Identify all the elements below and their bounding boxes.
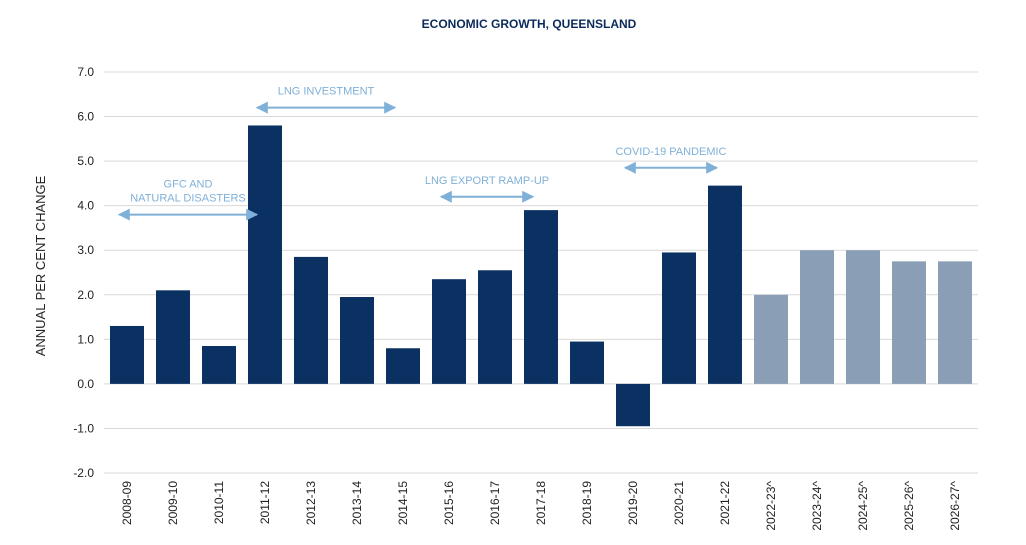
x-tick-label: 2024-25^ <box>856 481 870 531</box>
annotation-label: NATURAL DISASTERS <box>130 193 246 205</box>
bar-2008-09 <box>110 325 144 384</box>
x-tick-label: 2023-24^ <box>810 481 824 531</box>
bar-2009-10 <box>156 290 190 384</box>
x-tick-label: 2009-10 <box>166 481 180 525</box>
annotation-label: COVID-19 PANDEMIC <box>615 146 726 158</box>
y-tick-label: -2.0 <box>73 466 94 480</box>
y-tick-label: 1.0 <box>77 332 94 346</box>
x-tick-label: 2026-27^ <box>948 481 962 531</box>
y-tick-label: 0.0 <box>77 377 94 391</box>
bar-2022-23^ <box>754 294 788 384</box>
bar-2017-18 <box>524 210 558 384</box>
x-tick-label: 2020-21 <box>672 481 686 525</box>
x-tick-label: 2016-17 <box>488 481 502 525</box>
x-tick-label: 2017-18 <box>534 481 548 525</box>
bar-2010-11 <box>202 346 236 384</box>
annotation-label: LNG INVESTMENT <box>278 86 375 98</box>
bar-2023-24^ <box>800 250 834 384</box>
bar-2012-13 <box>294 256 328 384</box>
y-axis-ticks: -2.0 -1.0 0.0 1.0 2.0 3.0 4.0 5.0 6.0 7.0 <box>73 65 94 480</box>
x-tick-label: 2018-19 <box>580 481 594 525</box>
bar-2011-12 <box>248 125 282 384</box>
y-tick-label: -1.0 <box>73 421 94 435</box>
y-tick-label: 7.0 <box>77 65 94 79</box>
bar-2019-20 <box>616 383 650 427</box>
annotations: GFC AND NATURAL DISASTERS LNG INVESTMENT LN… <box>117 86 727 221</box>
y-tick-label: 3.0 <box>77 243 94 257</box>
bar-2014-15 <box>386 348 420 384</box>
y-axis-label: ANNUAL PER CENT CHANGE <box>33 175 48 356</box>
x-tick-label: 2019-20 <box>626 481 640 525</box>
x-tick-label: 2013-14 <box>350 481 364 525</box>
bar-2013-14 <box>340 297 374 384</box>
bar-2015-16 <box>432 279 466 384</box>
x-tick-label: 2022-23^ <box>764 481 778 531</box>
bar-2016-17 <box>478 270 512 384</box>
x-tick-label: 2012-13 <box>304 481 318 525</box>
annotation-label: LNG EXPORT RAMP-UP <box>425 175 549 187</box>
x-tick-label: 2011-12 <box>258 481 272 524</box>
x-tick-label: 2025-26^ <box>902 481 916 531</box>
x-tick-label: 2008-09 <box>120 481 134 525</box>
bar-2021-22 <box>708 185 742 384</box>
x-tick-label: 2021-22 <box>718 481 732 525</box>
bar-2024-25^ <box>846 250 880 384</box>
bars <box>110 125 972 427</box>
x-tick-label: 2010-11 <box>212 481 226 524</box>
bar-2018-19 <box>570 341 604 384</box>
y-tick-label: 2.0 <box>77 288 94 302</box>
y-tick-label: 5.0 <box>77 154 94 168</box>
x-tick-label: 2015-16 <box>442 481 456 525</box>
y-tick-label: 6.0 <box>77 110 94 124</box>
bar-2026-27^ <box>938 261 972 384</box>
x-axis-ticks: 2008-09 2009-10 2010-11 2011-12 2012-13 2013-… <box>120 481 962 531</box>
annotation-label: GFC AND <box>164 179 213 191</box>
y-tick-label: 4.0 <box>77 199 94 213</box>
chart-title: ECONOMIC GROWTH, QUEENSLAND <box>422 17 637 31</box>
bar-2020-21 <box>662 252 696 384</box>
bar-2025-26^ <box>892 261 926 384</box>
x-tick-label: 2014-15 <box>396 481 410 525</box>
